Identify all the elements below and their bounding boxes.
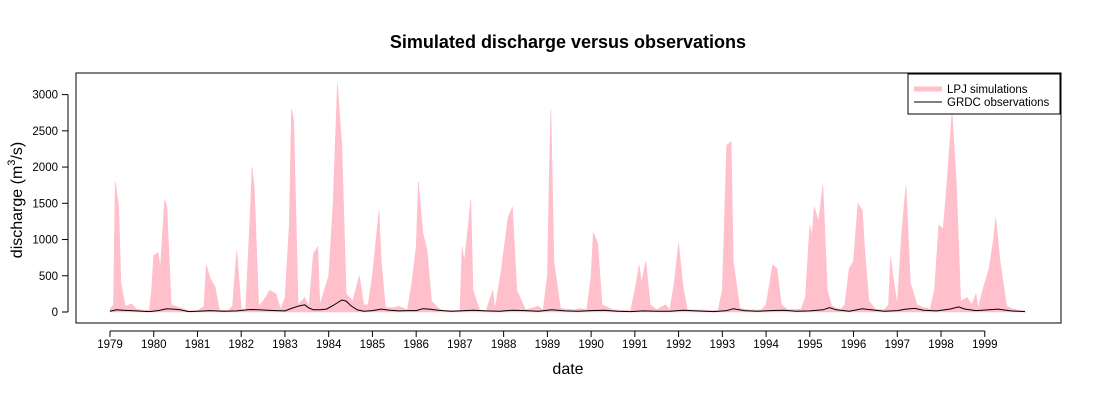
x-tick-label: 1991	[622, 339, 648, 351]
legend-label-grdc-observations: GRDC observations	[947, 97, 1050, 109]
y-tick-label: 2000	[32, 162, 58, 174]
x-tick-label: 1990	[578, 339, 604, 351]
x-tick-label: 1986	[403, 339, 429, 351]
x-tick-label: 1989	[535, 339, 561, 351]
grdc-observations-line	[109, 299, 1026, 313]
x-tick-label: 1996	[841, 339, 867, 351]
x-tick-label: 1992	[666, 339, 692, 351]
chart-title: Simulated discharge versus observations	[390, 32, 746, 52]
x-tick-label: 1987	[447, 339, 473, 351]
y-axis-label: discharge (m3/s)	[6, 142, 26, 258]
x-tick-label: 1980	[141, 339, 167, 351]
y-axis: 0 500 1000 1500 2000 2500 3000	[32, 90, 69, 319]
x-tick-label: 1984	[316, 339, 342, 351]
x-tick-label: 1994	[753, 339, 779, 351]
x-tick-label: 1985	[360, 339, 386, 351]
x-tick-label: 1998	[928, 339, 954, 351]
y-tick-label: 1500	[32, 198, 58, 210]
x-axis-label: date	[552, 361, 583, 378]
y-tick-label: 500	[39, 271, 58, 283]
x-tick-label: 1995	[797, 339, 823, 351]
y-tick-label: 3000	[32, 90, 58, 102]
x-tick-label: 1983	[272, 339, 298, 351]
x-tick-label: 1993	[710, 339, 736, 351]
legend-label-lpj-simulations: LPJ simulations	[947, 84, 1028, 96]
y-axis-label-unit: /s)	[9, 142, 26, 160]
x-axis: 1979 1980 1981 1982 1983 1984 1985 1986 1987 1988…	[97, 330, 998, 351]
y-tick-label: 0	[52, 307, 58, 319]
x-tick-label: 1982	[228, 339, 254, 351]
plot-frame	[75, 72, 1062, 324]
x-tick-label: 1997	[884, 339, 910, 351]
y-tick-label: 2500	[32, 126, 58, 138]
x-tick-label: 1988	[491, 339, 517, 351]
plot-area	[109, 83, 1026, 313]
x-tick-label: 1999	[972, 339, 998, 351]
legend-box	[907, 73, 1061, 115]
legend: LPJ simulations GRDC observations	[907, 73, 1061, 115]
y-axis-label-sup: 3	[6, 160, 18, 166]
y-axis-label-text: discharge (m	[9, 166, 26, 258]
x-tick-label: 1981	[185, 339, 211, 351]
lpj-simulations-area	[109, 83, 1026, 313]
x-tick-label: 1979	[97, 339, 123, 351]
y-tick-label: 1000	[32, 235, 58, 247]
